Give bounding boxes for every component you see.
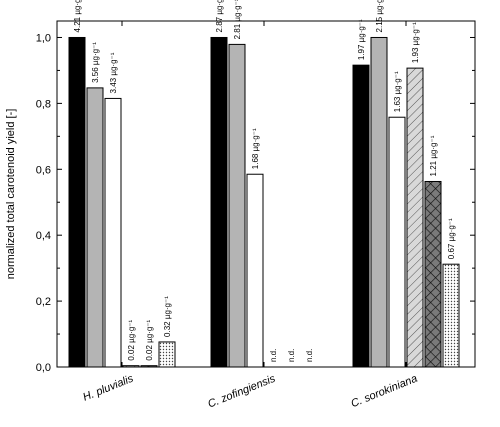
x-category-label: H. pluvialis bbox=[81, 372, 135, 403]
bar bbox=[158, 341, 176, 368]
bar bbox=[86, 87, 104, 368]
bar bbox=[104, 97, 122, 368]
bar-value-label: 3.56 µg·g⁻¹ bbox=[91, 42, 100, 83]
bar bbox=[424, 180, 442, 368]
bar-value-label: 1.68 µg·g⁻¹ bbox=[251, 128, 260, 169]
bar-value-label: 2.87 µg·g⁻¹ bbox=[215, 0, 224, 32]
x-category-label: C. zofingiensis bbox=[206, 372, 277, 410]
y-axis-title: normalized total carotenoid yield [-] bbox=[5, 109, 17, 280]
bar-value-label: 0.02 µg·g⁻¹ bbox=[127, 319, 136, 360]
bar-value-label: 0.67 µg·g⁻¹ bbox=[447, 218, 456, 259]
plot-border bbox=[56, 20, 476, 368]
bar bbox=[228, 43, 246, 368]
y-tick-label: 0,0 bbox=[36, 362, 51, 374]
y-tick-label: 0,6 bbox=[36, 164, 51, 176]
plot-frame bbox=[56, 20, 476, 368]
y-tick-label: 0,2 bbox=[36, 296, 51, 308]
bar-value-label: 2.81 µg·g⁻¹ bbox=[233, 0, 242, 39]
bar-value-label: 0.02 µg·g⁻¹ bbox=[145, 319, 154, 360]
y-tick-label: 0,4 bbox=[36, 230, 51, 242]
bar bbox=[406, 67, 424, 368]
bar-value-label: n.d. bbox=[269, 349, 278, 362]
bar bbox=[442, 263, 460, 368]
bar bbox=[388, 116, 406, 368]
bar bbox=[246, 173, 264, 368]
bar bbox=[140, 365, 158, 368]
bar-value-label: 1.97 µg·g⁻¹ bbox=[357, 19, 366, 60]
bar-value-label: 3.43 µg·g⁻¹ bbox=[109, 52, 118, 93]
bars bbox=[68, 36, 460, 368]
bar-labels: 4.21 µg·g⁻¹ 3.56 µg·g⁻¹ 3.43 µg·g⁻¹ 0.02 µg… bbox=[73, 0, 456, 362]
y-tick-label: 0,8 bbox=[36, 98, 51, 110]
bar bbox=[68, 36, 86, 368]
bar-value-label: 1.21 µg·g⁻¹ bbox=[429, 135, 438, 176]
bar-value-label: n.d. bbox=[305, 349, 314, 362]
bar-value-label: 2.15 µg·g⁻¹ bbox=[375, 0, 384, 32]
bar-value-label: n.d. bbox=[287, 349, 296, 362]
bar-value-label: 1.63 µg·g⁻¹ bbox=[393, 71, 402, 112]
bar-value-label: 4.21 µg·g⁻¹ bbox=[73, 0, 82, 32]
bar bbox=[370, 36, 388, 368]
bar bbox=[122, 365, 140, 368]
bar-value-label: 1.93 µg·g⁻¹ bbox=[411, 22, 420, 63]
x-category-label: C. sorokiniana bbox=[349, 373, 419, 410]
bar bbox=[210, 36, 228, 368]
bar bbox=[352, 64, 370, 368]
y-axis: 0,0 0,2 0,4 0,6 0,8 1,0 bbox=[36, 32, 475, 374]
y-tick-label: 1,0 bbox=[36, 32, 51, 44]
bar-value-label: 0.32 µg·g⁻¹ bbox=[163, 296, 172, 337]
